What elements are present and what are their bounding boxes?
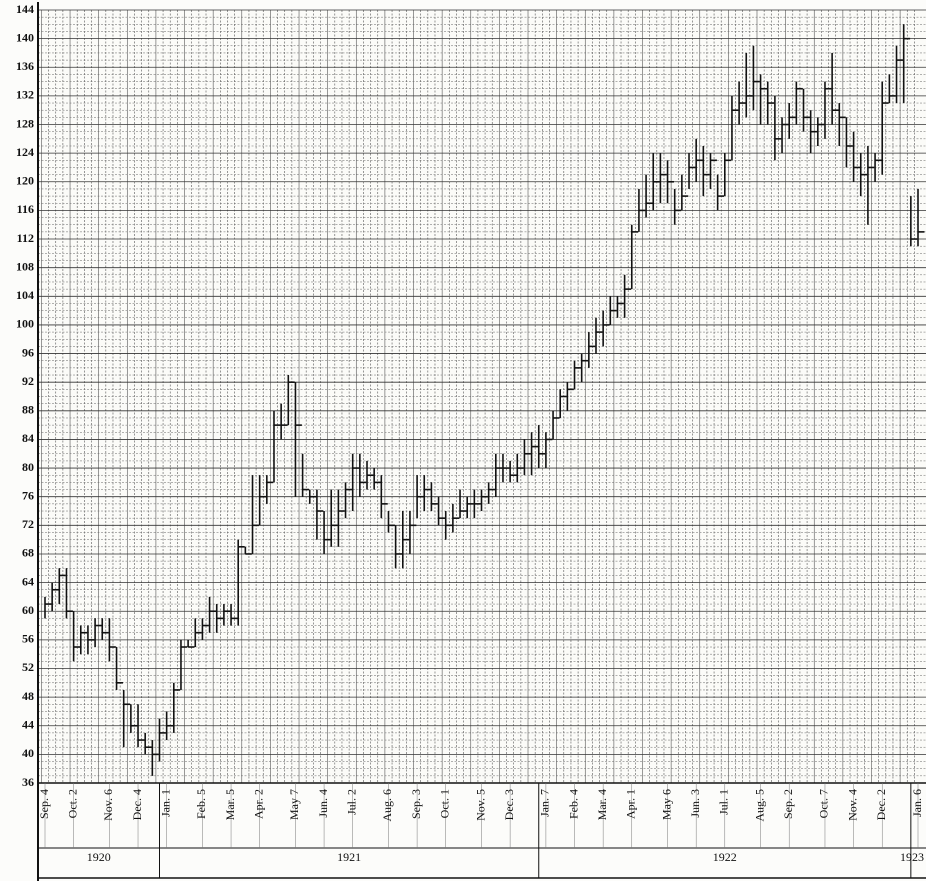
x-tick-label: Dec. 3 — [502, 789, 516, 820]
x-tick-label: Dec. 4 — [130, 789, 144, 820]
x-tick-label: Jun. 4 — [316, 789, 330, 818]
y-tick-label: 60 — [22, 603, 34, 617]
x-tick-label: Jul. 1 — [717, 789, 731, 815]
x-tick-label: Sep. 4 — [37, 789, 51, 819]
x-tick-label: Jan. 7 — [538, 789, 552, 817]
y-tick-label: 36 — [22, 775, 34, 789]
y-tick-label: 88 — [22, 403, 34, 417]
y-tick-label: 108 — [16, 259, 34, 273]
y-tick-label: 100 — [16, 317, 34, 331]
y-tick-label: 112 — [17, 231, 34, 245]
year-label: 1922 — [713, 850, 737, 864]
y-tick-label: 120 — [16, 174, 34, 188]
y-tick-label: 44 — [22, 717, 34, 731]
year-label: 1923 — [900, 850, 924, 864]
x-tick-label: Dec. 2 — [874, 789, 888, 820]
y-tick-label: 124 — [16, 145, 34, 159]
y-tick-label: 84 — [22, 431, 34, 445]
y-tick-label: 136 — [16, 59, 34, 73]
y-tick-label: 68 — [22, 546, 34, 560]
year-label: 1921 — [337, 850, 361, 864]
y-tick-label: 40 — [22, 746, 34, 760]
x-tick-label: Mar. 5 — [223, 789, 237, 820]
x-tick-label: Aug. 5 — [752, 789, 766, 822]
x-tick-label: Sep. 3 — [409, 789, 423, 819]
x-tick-label: May 6 — [659, 789, 673, 820]
x-tick-label: Nov. 5 — [473, 789, 487, 821]
x-tick-label: Apr. 2 — [251, 789, 265, 819]
x-tick-label: Nov. 4 — [845, 789, 859, 821]
y-tick-label: 48 — [22, 689, 34, 703]
x-tick-label: Nov. 6 — [101, 789, 115, 821]
x-tick-label: May 7 — [287, 789, 301, 820]
y-tick-label: 144 — [16, 2, 34, 16]
y-tick-label: 128 — [16, 116, 34, 130]
x-tick-label: Apr. 1 — [624, 789, 638, 819]
y-tick-label: 132 — [16, 88, 34, 102]
x-tick-label: Jul. 2 — [344, 789, 358, 815]
year-label: 1920 — [87, 850, 111, 864]
y-tick-label: 96 — [22, 345, 34, 359]
x-tick-label: Oct. 7 — [817, 789, 831, 818]
y-tick-label: 116 — [17, 202, 34, 216]
y-tick-label: 104 — [16, 288, 34, 302]
y-tick-label: 64 — [22, 574, 34, 588]
x-tick-label: Jun. 3 — [688, 789, 702, 818]
y-tick-label: 76 — [22, 488, 34, 502]
x-tick-label: Jan. 6 — [910, 789, 924, 817]
x-tick-label: Oct. 2 — [65, 789, 79, 818]
x-tick-label: Sep. 2 — [781, 789, 795, 819]
x-tick-label: Oct. 1 — [437, 789, 451, 818]
y-tick-label: 80 — [22, 460, 34, 474]
x-tick-label: Feb. 5 — [194, 789, 208, 819]
y-tick-label: 140 — [16, 30, 34, 44]
x-tick-label: Jan. 1 — [158, 789, 172, 817]
y-tick-label: 92 — [22, 374, 34, 388]
x-tick-label: Feb. 4 — [566, 789, 580, 819]
y-tick-label: 56 — [22, 632, 34, 646]
x-tick-label: Aug. 6 — [380, 789, 394, 822]
y-tick-label: 72 — [22, 517, 34, 531]
x-tick-label: Mar. 4 — [595, 789, 609, 820]
y-tick-label: 52 — [22, 660, 34, 674]
